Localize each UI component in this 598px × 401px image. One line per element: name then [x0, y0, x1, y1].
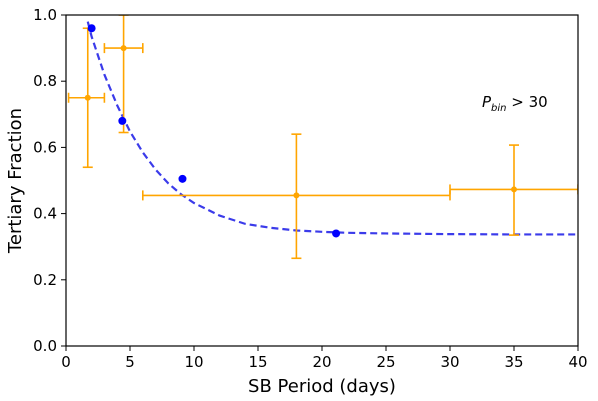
x-tick-label: 10 — [184, 353, 203, 371]
x-axis-label: SB Period (days) — [248, 376, 396, 397]
blue-point — [87, 24, 96, 33]
orange-point — [293, 192, 300, 199]
x-tick-label: 30 — [440, 353, 459, 371]
plot-layer — [67, 15, 578, 260]
orange-point-group — [103, 15, 144, 134]
annotation-subscript: bin — [491, 103, 506, 114]
blue-point — [118, 116, 127, 125]
annotation-symbol: P — [482, 93, 492, 111]
y-axis-label: Tertiary Fraction — [5, 108, 26, 254]
axes-layer: 0 5 10 15 20 25 30 35 40 0.0 0.2 0.4 0.6 0.8 1.0 — [33, 6, 587, 371]
x-tick-label: 25 — [376, 353, 395, 371]
plot-frame — [65, 14, 579, 347]
x-tick-label: 20 — [312, 353, 331, 371]
blue-point — [332, 229, 341, 238]
x-tick-label: 0 — [61, 353, 71, 371]
orange-point — [84, 94, 91, 101]
x-tick-label: 35 — [504, 353, 523, 371]
fit-curve-line — [86, 21, 578, 236]
y-tick-label: 1.0 — [33, 6, 57, 24]
y-tick-label: 0.4 — [33, 205, 57, 223]
y-tick-label: 0.2 — [33, 271, 57, 289]
annotation-relation: > 30 — [507, 93, 548, 111]
y-tick-label: 0.0 — [33, 337, 57, 355]
orange-point — [511, 186, 517, 193]
period-annotation: Pbin > 30 — [482, 93, 548, 114]
orange-point — [120, 45, 127, 52]
y-tick-label: 0.8 — [33, 72, 57, 90]
x-tick-label: 5 — [125, 353, 135, 371]
x-tick-label: 15 — [248, 353, 267, 371]
orange-point-group — [449, 144, 578, 236]
x-tick-label: 40 — [568, 353, 587, 371]
orange-point-group — [67, 27, 106, 169]
orange-point-group — [142, 133, 451, 260]
blue-point — [178, 174, 187, 183]
y-tick-label: 0.6 — [33, 138, 57, 156]
